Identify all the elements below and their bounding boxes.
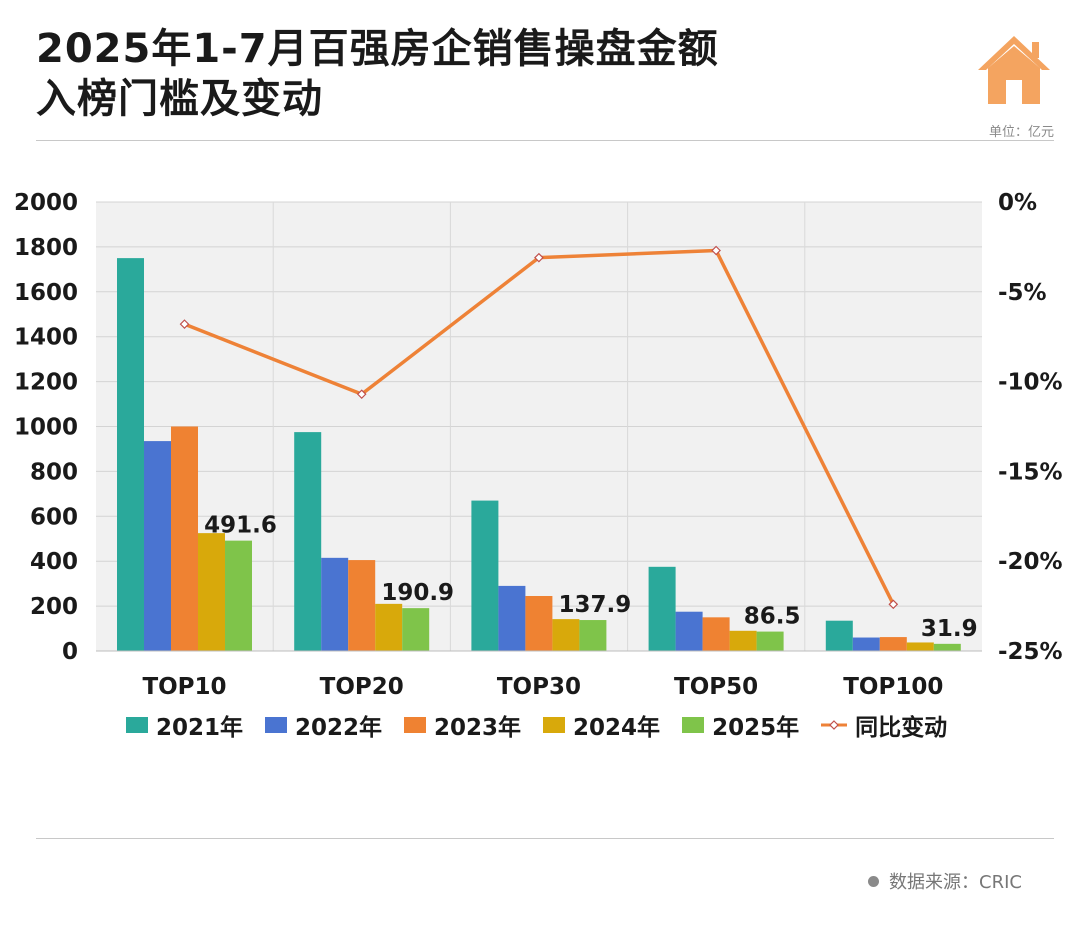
bar-2024-top100 — [906, 642, 934, 651]
legend-swatch-2025 — [682, 717, 705, 733]
yoy-point-top10 — [179, 319, 190, 329]
bar-2023-top100 — [879, 637, 907, 651]
bar-2022-top50 — [675, 611, 703, 651]
x-tick-label: TOP10 — [142, 674, 226, 700]
legend-swatch-2022 — [265, 717, 288, 733]
x-tick-label: TOP20 — [320, 674, 404, 700]
y-tick-label: 1000 — [14, 415, 78, 441]
bar-2023-top30 — [525, 595, 553, 651]
legend-swatch-2024 — [543, 717, 566, 733]
unit-label: 单位：亿元 — [988, 125, 1054, 140]
y2-tick-label: -20% — [998, 549, 1063, 575]
house-logo-icon — [978, 36, 1050, 104]
bar-2023-top50 — [702, 617, 730, 651]
y-tick-label: 2000 — [14, 190, 78, 216]
y-tick-label: 400 — [30, 549, 78, 575]
legend-label-yoy: 同比变动 — [855, 715, 948, 741]
chart-title: 2025年1-7月百强房企销售操盘金额 入榜门槛及变动 — [36, 24, 719, 124]
bar-2021-top100 — [825, 620, 853, 651]
bar-2025-top10 — [225, 540, 252, 651]
legend-swatch-2023 — [404, 717, 427, 733]
bar-2025-top20 — [402, 608, 430, 651]
legend-item-2021: 2021年 — [126, 708, 243, 742]
legend-item-2024: 2024年 — [543, 708, 660, 742]
yoy-point-top30 — [534, 252, 544, 263]
source-dot-icon — [868, 875, 880, 887]
bar-2025-top50 — [756, 631, 784, 651]
legend-item-yoy: 同比变动 — [821, 708, 947, 742]
bar-2021-top50 — [648, 566, 676, 651]
bar-2022-top10 — [144, 441, 171, 651]
legend: 2021年 2022年 2023年 2024年 2025年 同比变动 — [126, 708, 947, 742]
legend-line-icon — [821, 720, 848, 730]
y-tick-label: 1600 — [14, 280, 78, 306]
bar-2022-top30 — [498, 585, 526, 651]
bottom-divider — [36, 838, 1054, 839]
y2-tick-label: 0% — [998, 190, 1037, 216]
legend-label-2021: 2021年 — [156, 715, 244, 741]
legend-item-2023: 2023年 — [404, 708, 521, 742]
bar-2022-top20 — [321, 557, 349, 651]
data-label-2025-top10: 491.6 — [204, 513, 277, 539]
y-tick-label: 1400 — [14, 325, 78, 351]
y-tick-label: 600 — [30, 504, 78, 530]
bar-2024-top50 — [729, 630, 757, 651]
bar-2024-top20 — [375, 603, 403, 651]
legend-label-2025: 2025年 — [712, 715, 800, 741]
title-line-2: 入榜门槛及变动 — [36, 76, 323, 122]
y-tick-label: 1800 — [14, 235, 78, 261]
y2-tick-label: -10% — [998, 370, 1063, 396]
top-divider — [36, 140, 1054, 141]
legend-swatch-2021 — [126, 717, 148, 733]
source-note: 数据来源：CRIC — [868, 868, 1022, 894]
y2-tick-label: -25% — [998, 639, 1063, 665]
source-text: 数据来源：CRIC — [889, 872, 1022, 893]
data-label-2025-top100: 31.9 — [921, 616, 978, 642]
bar-2025-top30 — [579, 620, 607, 651]
y2-tick-label: -5% — [998, 280, 1047, 306]
bar-2024-top10 — [198, 533, 225, 651]
data-label-2025-top30: 137.9 — [559, 592, 632, 618]
bar-2021-top10 — [117, 258, 144, 651]
bar-2021-top20 — [294, 432, 322, 651]
y-tick-label: 1200 — [14, 370, 78, 396]
bar-2023-top20 — [348, 560, 376, 651]
chart-canvas: 0 200 400 600 800 1000 1200 1400 1600 1800 2000 -25… — [14, 190, 1063, 700]
legend-item-2022: 2022年 — [265, 708, 382, 742]
yoy-point-top100 — [888, 599, 899, 610]
yoy-point-top50 — [711, 245, 721, 256]
y-tick-label: 800 — [30, 459, 78, 485]
legend-item-2025: 2025年 — [682, 708, 799, 742]
bar-2024-top30 — [552, 619, 580, 651]
legend-label-2023: 2023年 — [434, 715, 522, 741]
bar-2022-top100 — [852, 637, 880, 651]
data-label-2025-top50: 86.5 — [744, 604, 801, 630]
y2-tick-label: -15% — [998, 459, 1063, 485]
y-tick-label: 200 — [30, 594, 78, 620]
x-tick-label: TOP100 — [843, 674, 943, 700]
x-tick-label: TOP30 — [497, 674, 581, 700]
bar-2021-top30 — [471, 500, 499, 651]
yoy-point-top20 — [356, 389, 367, 400]
title-line-1: 2025年1-7月百强房企销售操盘金额 — [36, 26, 719, 72]
legend-label-2024: 2024年 — [573, 715, 661, 741]
data-label-2025-top20: 190.9 — [381, 580, 454, 606]
x-tick-label: TOP50 — [674, 674, 758, 700]
bar-2025-top100 — [933, 643, 961, 651]
y-tick-label: 0 — [62, 639, 78, 665]
bar-2023-top10 — [171, 426, 198, 651]
legend-label-2022: 2022年 — [295, 715, 383, 741]
